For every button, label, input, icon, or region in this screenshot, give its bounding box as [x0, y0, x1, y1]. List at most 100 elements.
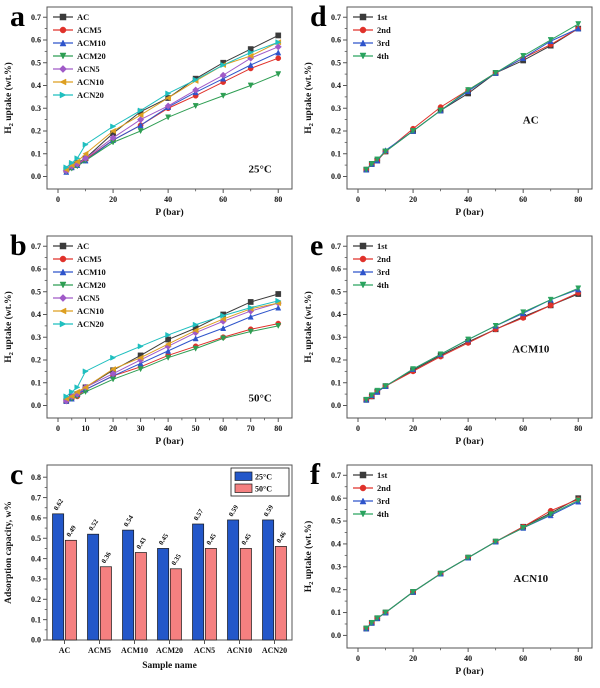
- chart-b-h2-uptake-50c: 0.0 0.1 0.2 0.3 0.4 0.5 0.6 0.7 0 10 20 30 40 50 60 70 8…: [3, 235, 293, 447]
- bar-ACM20-25°C: [157, 548, 170, 641]
- plot-box: [346, 235, 593, 419]
- bar-ACN10-25°C: [227, 519, 240, 641]
- series-1st: [363, 25, 582, 173]
- plot-area: 0.0 0.1 0.2 0.3 0.4 0.5 0.6 0.7 0 10 20 30 40 50 60 70 8…: [3, 235, 293, 447]
- triangle-up-marker: [359, 39, 367, 47]
- bar-value-label: 0.57: [193, 508, 206, 522]
- bar-value-label: 0.62: [53, 498, 66, 512]
- svg-text:0: 0: [56, 424, 60, 433]
- legend: AC ACM5 ACM10 ACM20 ACN5 ACN10 ACN20: [53, 241, 106, 329]
- chart-f-acn10-cycles: 0.0 0.1 0.2 0.3 0.4 0.5 0.6 0.7 0 20 40 60 80 P (bar)…: [303, 464, 593, 677]
- y-axis-label: H2 uptake (wt.%): [303, 62, 315, 134]
- panel-d-letter: d: [310, 0, 327, 33]
- y-axis-label: H2 uptake (wt.%): [3, 291, 15, 363]
- svg-text:60: 60: [219, 424, 227, 433]
- svg-text:0.5: 0.5: [331, 517, 341, 526]
- triangle-down-marker: [437, 570, 444, 577]
- plot-area: 0.0 0.1 0.2 0.3 0.4 0.5 0.6 0.7 0 20 40 60 80 P (bar)…: [303, 6, 593, 218]
- legend-label: 1st: [377, 241, 388, 251]
- triangle-left-marker: [59, 307, 67, 315]
- triangle-up-marker: [59, 39, 67, 47]
- legend-label: 2nd: [377, 25, 391, 35]
- svg-text:20: 20: [409, 195, 417, 204]
- svg-text:0.0: 0.0: [31, 636, 41, 645]
- triangle-down-marker: [220, 335, 227, 342]
- legend-label: ACM5: [77, 254, 102, 264]
- triangle-down-marker: [363, 625, 370, 632]
- category-label: ACM10: [121, 646, 148, 655]
- square-marker: [247, 299, 254, 305]
- series-4th: [363, 21, 582, 173]
- triangle-down-marker: [547, 511, 554, 518]
- svg-text:0: 0: [356, 654, 360, 663]
- svg-text:0.3: 0.3: [331, 333, 341, 342]
- triangle-down-marker: [520, 525, 527, 532]
- diamond-marker: [192, 86, 200, 94]
- triangle-down-marker: [382, 148, 389, 155]
- x-axis-label: Sample name: [142, 661, 197, 671]
- triangle-right-marker: [165, 331, 172, 338]
- triangle-right-marker: [74, 155, 81, 162]
- bar-value-label: 0.59: [263, 504, 276, 518]
- triangle-down-marker: [575, 21, 582, 28]
- panel-annotation: ACM10: [512, 343, 550, 355]
- triangle-right-marker: [82, 141, 89, 148]
- triangle-down-marker: [275, 323, 282, 330]
- triangle-left-marker: [109, 127, 116, 134]
- svg-text:0.6: 0.6: [31, 514, 41, 523]
- category-label: ACM5: [88, 646, 111, 655]
- svg-text:10: 10: [82, 424, 90, 433]
- svg-text:0.3: 0.3: [331, 104, 341, 113]
- legend-label: ACN10: [77, 77, 104, 87]
- circle-marker: [59, 255, 67, 263]
- triangle-right-marker: [137, 343, 144, 350]
- triangle-up-marker: [220, 324, 227, 331]
- plot-area: 0.0 0.1 0.2 0.3 0.4 0.5 0.6 0.7 0 20 40 60 80 P (bar)…: [303, 464, 593, 677]
- square-marker: [275, 32, 282, 39]
- panel-e-letter: e: [310, 229, 324, 262]
- svg-text:40: 40: [164, 424, 172, 433]
- svg-text:20: 20: [109, 195, 117, 204]
- triangle-down-marker: [368, 619, 375, 626]
- triangle-down-marker: [368, 392, 375, 399]
- legend-label: ACM10: [77, 38, 106, 48]
- triangle-down-marker: [359, 510, 367, 518]
- svg-text:50: 50: [192, 424, 200, 433]
- triangle-up-marker: [247, 313, 254, 320]
- triangle-left-marker: [192, 327, 199, 334]
- triangle-up-marker: [275, 304, 282, 311]
- triangle-down-marker: [359, 281, 367, 289]
- bar-value-label: 0.45: [206, 532, 219, 546]
- svg-text:0.6: 0.6: [331, 265, 341, 274]
- svg-text:30: 30: [137, 424, 145, 433]
- legend-label: 2nd: [377, 254, 391, 264]
- triangle-down-marker: [247, 328, 254, 335]
- x-axis-label: P (bar): [455, 436, 483, 447]
- square-marker: [359, 13, 367, 21]
- triangle-down-marker: [137, 366, 144, 373]
- y-axis-label: H2 uptake (wt.%): [303, 291, 315, 363]
- triangle-down-marker: [382, 609, 389, 616]
- triangle-down-marker: [192, 345, 199, 352]
- svg-text:80: 80: [274, 195, 282, 204]
- category-label: ACM20: [156, 646, 183, 655]
- x-axis-label: P (bar): [455, 207, 483, 218]
- triangle-down-marker: [374, 387, 381, 394]
- panel-d: d 0.0 0.1 0.2 0.3 0.4 0.5 0.6 0.7 0 20 40 60 80 P (ba…: [300, 0, 600, 229]
- svg-text:40: 40: [464, 424, 472, 433]
- svg-text:0.5: 0.5: [31, 287, 41, 296]
- legend-label: 4th: [377, 509, 389, 519]
- bar-value-label: 0.36: [101, 550, 114, 564]
- bar-ACM20-50°C: [169, 568, 182, 641]
- panel-a: a 0.0 0.1 0.2 0.3 0.4 0.5 0.6 0.7 0 20 40 60 80 P (ba…: [0, 0, 300, 229]
- svg-text:0.3: 0.3: [31, 575, 41, 584]
- legend-label: 1st: [377, 470, 388, 480]
- triangle-right-marker: [220, 62, 227, 69]
- bar-value-label: 0.35: [171, 553, 184, 567]
- bar-ACN20-25°C: [262, 519, 275, 641]
- triangle-down-marker: [165, 114, 172, 121]
- svg-text:0.1: 0.1: [31, 615, 41, 624]
- panel-b: b 0.0 0.1 0.2 0.3 0.4 0.5 0.6 0.7 0 10 20 30 40 50 60 7…: [0, 229, 300, 458]
- diamond-marker: [274, 43, 282, 51]
- triangle-up-marker: [359, 268, 367, 276]
